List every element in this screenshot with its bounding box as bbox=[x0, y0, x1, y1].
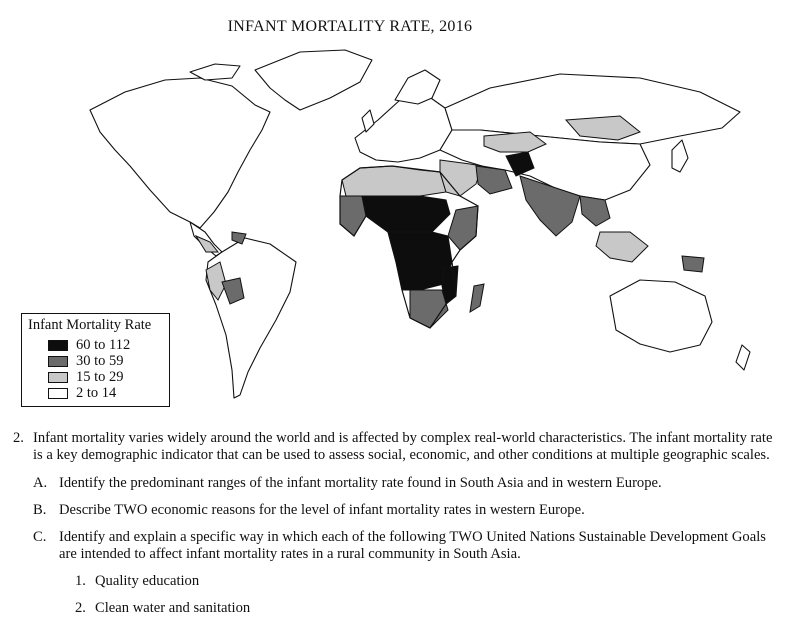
legend-label: 30 to 59 bbox=[76, 352, 124, 369]
legend-swatch-lowest bbox=[48, 387, 68, 399]
middle-east-light bbox=[439, 159, 483, 197]
new-zealand bbox=[735, 344, 751, 371]
part-text: Identify the predominant ranges of the i… bbox=[59, 475, 662, 491]
map-legend: Infant Mortality Rate 60 to 112 30 to 59… bbox=[21, 313, 170, 407]
china-light bbox=[564, 115, 642, 141]
bolivia-mid bbox=[221, 277, 245, 305]
andes-light bbox=[205, 261, 227, 301]
legend-item: 30 to 59 bbox=[48, 353, 169, 369]
afghanistan-dark bbox=[505, 151, 535, 177]
question-number: 2. bbox=[13, 430, 24, 446]
legend-swatch-mid bbox=[48, 355, 68, 367]
subitem-quality-education: 1. Quality education bbox=[75, 573, 783, 590]
se-asia-mid bbox=[579, 195, 611, 227]
sahel-dark bbox=[361, 195, 451, 237]
japan bbox=[671, 139, 689, 173]
map-title: INFANT MORTALITY RATE, 2016 bbox=[227, 18, 473, 35]
question-part-a: A. Identify the predominant ranges of th… bbox=[33, 475, 783, 492]
legend-label: 2 to 14 bbox=[76, 384, 117, 401]
subitem-text: Quality education bbox=[95, 573, 200, 589]
subitem-clean-water: 2. Clean water and sanitation bbox=[75, 600, 783, 617]
legend-label: 60 to 112 bbox=[76, 336, 131, 353]
question-stem: 2. Infant mortality varies widely around… bbox=[13, 430, 783, 464]
png-mid bbox=[681, 255, 705, 273]
part-letter: C. bbox=[33, 529, 47, 545]
southern-africa-mid bbox=[409, 289, 449, 329]
world-map-drawing bbox=[89, 49, 751, 399]
australia bbox=[609, 279, 713, 353]
world-map bbox=[89, 49, 751, 399]
question-part-b: B. Describe TWO economic reasons for the… bbox=[33, 502, 783, 519]
se-asia-light bbox=[595, 231, 649, 263]
scandinavia bbox=[394, 69, 441, 105]
subitem-number: 1. bbox=[75, 573, 86, 589]
legend-title: Infant Mortality Rate bbox=[28, 317, 152, 333]
uk bbox=[361, 109, 375, 133]
arctic-islands bbox=[189, 63, 241, 81]
question-parts: A. Identify the predominant ranges of th… bbox=[33, 475, 783, 563]
mozambique-dark bbox=[441, 265, 459, 305]
sw-asia-mid bbox=[475, 165, 513, 195]
west-africa-mid bbox=[339, 195, 367, 237]
question-part-c: C. Identify and explain a specific way i… bbox=[33, 529, 783, 563]
subitem-number: 2. bbox=[75, 600, 86, 616]
madagascar-mid bbox=[469, 283, 485, 313]
legend-swatch-low bbox=[48, 371, 68, 383]
question-text: Infant mortality varies widely around th… bbox=[33, 430, 773, 463]
subitem-text: Clean water and sanitation bbox=[95, 600, 251, 616]
part-text: Identify and explain a specific way in w… bbox=[59, 529, 766, 562]
central-america-light bbox=[194, 234, 220, 253]
legend-item: 15 to 29 bbox=[48, 369, 169, 385]
legend-swatch-high bbox=[48, 339, 68, 351]
part-letter: A. bbox=[33, 475, 48, 491]
caribbean-mid bbox=[231, 231, 247, 245]
legend-item: 60 to 112 bbox=[48, 337, 169, 353]
east-africa-mid bbox=[447, 205, 479, 251]
legend-item: 2 to 14 bbox=[48, 385, 169, 401]
legend-label: 15 to 29 bbox=[76, 368, 124, 385]
question-block: 2. Infant mortality varies widely around… bbox=[13, 430, 783, 627]
part-text: Describe TWO economic reasons for the le… bbox=[59, 502, 585, 518]
question-subitems: 1. Quality education 2. Clean water and … bbox=[75, 573, 783, 617]
north-america bbox=[89, 77, 271, 229]
south-america bbox=[205, 237, 297, 399]
greenland bbox=[254, 49, 373, 111]
africa-outline bbox=[339, 165, 479, 329]
part-letter: B. bbox=[33, 502, 47, 518]
south-asia-mid bbox=[519, 175, 581, 237]
